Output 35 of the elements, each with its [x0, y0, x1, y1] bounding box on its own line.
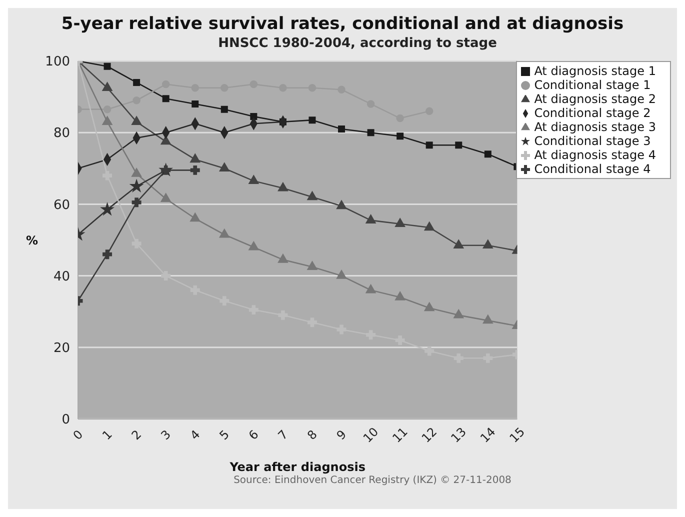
x-tick-label: 5	[216, 427, 232, 443]
x-tick-label: 1	[100, 427, 115, 443]
y-tick-label: 60	[53, 198, 70, 213]
source-note: Source: Eindhoven Cancer Registry (IKZ) © 27-11-2008	[232, 475, 512, 486]
x-tick-label: 6	[246, 427, 262, 443]
x-tick-label: 14	[478, 424, 498, 446]
legend-label: At diagnosis stage 4	[534, 148, 656, 162]
y-tick-label: 80	[53, 126, 70, 142]
x-tick-label: 7	[275, 427, 291, 443]
x-tick-label: 10	[360, 424, 382, 446]
legend-label: Conditional stage 4	[534, 162, 651, 176]
y-axis-title: %	[26, 233, 38, 248]
x-tick-label: 8	[304, 427, 320, 443]
x-tick-label: 9	[334, 427, 350, 443]
legend-label: At diagnosis stage 2	[534, 92, 656, 106]
chart-title: 5-year relative survival rates, conditional and at diagnosis	[60, 13, 625, 34]
x-tick-label: 12	[419, 424, 440, 446]
x-tick-label: 13	[448, 424, 469, 446]
legend-label: At diagnosis stage 3	[534, 120, 656, 134]
x-tick-label: 0	[70, 427, 86, 443]
y-tick-label: 100	[45, 54, 70, 70]
legend-label: Conditional stage 1	[534, 78, 651, 92]
chart-subtitle: HNSCC 1980-2004, according to stage	[217, 35, 498, 51]
y-tick-label: 0	[62, 412, 70, 428]
x-tick-label: 3	[158, 427, 174, 443]
y-tick-label: 20	[53, 341, 70, 356]
x-tick-label: 11	[390, 424, 410, 446]
x-tick-label: 2	[128, 427, 144, 443]
legend-label: At diagnosis stage 1	[534, 64, 656, 78]
legend-label: Conditional stage 2	[534, 106, 651, 120]
x-tick-label: 4	[187, 427, 203, 443]
legend-label: Conditional stage 3	[534, 134, 651, 148]
y-tick-label: 40	[53, 269, 70, 284]
x-axis-title: Year after diagnosis	[228, 460, 366, 474]
x-tick-label: 15	[506, 424, 528, 446]
